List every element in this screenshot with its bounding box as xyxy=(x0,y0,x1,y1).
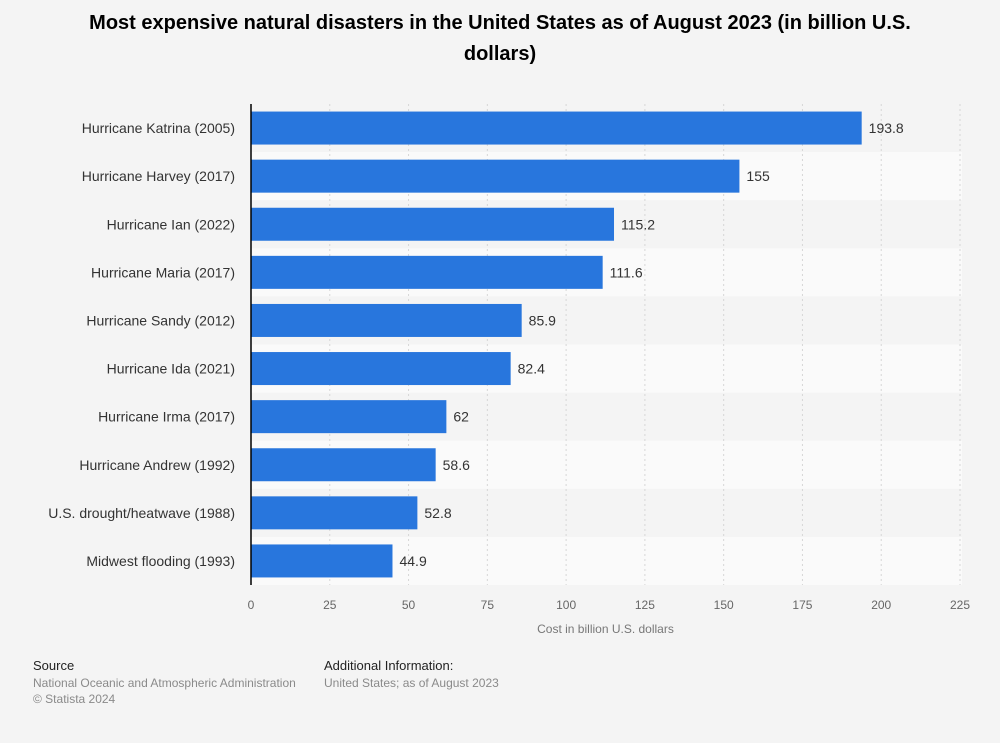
data-label: 82.4 xyxy=(518,361,545,377)
category-label: Hurricane Maria (2017) xyxy=(91,264,235,280)
data-label: 44.9 xyxy=(399,553,426,569)
x-tick-label: 125 xyxy=(635,598,655,612)
chart-title: Most expensive natural disasters in the … xyxy=(89,12,911,65)
category-label: Hurricane Harvey (2017) xyxy=(82,168,235,184)
data-label: 52.8 xyxy=(424,505,451,521)
x-tick-label: 25 xyxy=(323,598,337,612)
source-heading: Source xyxy=(33,658,75,673)
category-label: Hurricane Ida (2021) xyxy=(107,361,235,377)
x-tick-label: 75 xyxy=(481,598,495,612)
bar xyxy=(251,159,740,193)
bar xyxy=(251,400,447,434)
bar xyxy=(251,352,511,386)
category-label: Hurricane Katrina (2005) xyxy=(82,120,235,136)
x-tick-label: 100 xyxy=(556,598,576,612)
category-label: Hurricane Irma (2017) xyxy=(98,409,235,425)
additional-info-text: United States; as of August 2023 xyxy=(324,676,499,690)
source-text[interactable]: National Oceanic and Atmospheric Adminis… xyxy=(33,676,296,690)
bar-chart: 0 25 50 75 100 125 150 175 200 225 193.8 Hurricane … xyxy=(48,104,970,636)
bar xyxy=(251,448,436,482)
copyright: © Statista 2024 xyxy=(33,692,116,706)
x-tick-label: 175 xyxy=(792,598,812,612)
category-label: Hurricane Ian (2022) xyxy=(107,216,235,232)
additional-info-heading: Additional Information: xyxy=(324,658,454,673)
bar xyxy=(251,544,393,578)
category-label: Midwest flooding (1993) xyxy=(86,553,235,569)
category-label: Hurricane Andrew (1992) xyxy=(79,457,235,473)
bar xyxy=(251,496,418,530)
data-label: 62 xyxy=(453,409,469,425)
x-tick-label: 200 xyxy=(871,598,891,612)
data-label: 58.6 xyxy=(443,457,470,473)
data-label: 193.8 xyxy=(869,120,904,136)
category-label: U.S. drought/heatwave (1988) xyxy=(48,505,235,521)
bar xyxy=(251,207,615,241)
x-tick-label: 0 xyxy=(248,598,255,612)
x-axis-title: Cost in billion U.S. dollars xyxy=(537,622,674,636)
x-tick-label: 50 xyxy=(402,598,416,612)
data-label: 115.2 xyxy=(621,216,655,232)
bar xyxy=(251,111,862,145)
x-tick-label: 150 xyxy=(714,598,734,612)
data-label: 85.9 xyxy=(529,312,556,328)
bar xyxy=(251,255,603,289)
bar xyxy=(251,303,522,337)
category-label: Hurricane Sandy (2012) xyxy=(86,312,235,328)
data-label: 111.6 xyxy=(610,264,643,280)
x-tick-label: 225 xyxy=(950,598,970,612)
data-label: 155 xyxy=(746,168,770,184)
